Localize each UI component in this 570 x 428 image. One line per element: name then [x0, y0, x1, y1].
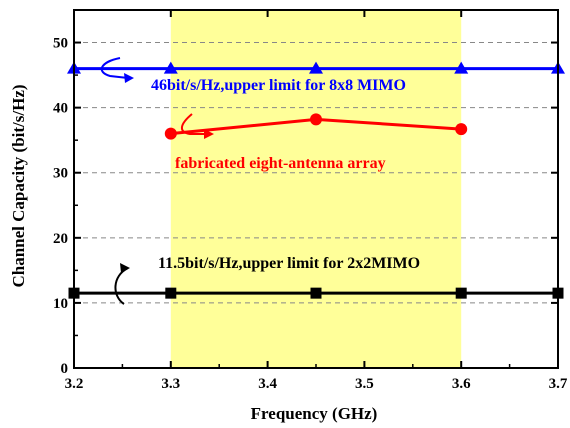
- x-tick-label: 3.5: [355, 376, 374, 392]
- data-point: [309, 61, 323, 74]
- red-arrowhead: [204, 129, 214, 139]
- x-tick-label: 3.7: [549, 376, 568, 392]
- data-point: [455, 123, 468, 136]
- y-tick-label: 10: [53, 296, 68, 312]
- annotation-array: fabricated eight-antenna array: [175, 155, 386, 172]
- data-point: [163, 61, 178, 74]
- data-point: [310, 287, 322, 299]
- annotation-2x2: 11.5bit/s/Hz,upper limit for 2x2MIMO: [158, 255, 420, 272]
- x-tick-label: 3.3: [161, 376, 180, 392]
- data-point: [454, 61, 469, 74]
- x-tick-label: 3.4: [258, 376, 277, 392]
- black-arrow: [114, 267, 129, 305]
- x-axis-ticks: 3.2 3.3 3.4 3.5 3.6 3.7: [65, 10, 568, 392]
- y-tick-label: 50: [53, 36, 68, 52]
- y-tick-label: 0: [61, 361, 69, 377]
- data-point: [455, 287, 467, 299]
- y-tick-label: 30: [53, 166, 68, 182]
- x-axis-title: Frequency (GHz): [251, 404, 378, 423]
- y-axis-ticks: 0 10 20 30 40 50: [53, 36, 558, 377]
- annotation-arrows: [100, 57, 214, 305]
- y-axis-title: Channel Capacity (bit/s/Hz): [9, 84, 28, 287]
- annotation-8x8: 46bit/s/Hz,upper limit for 8x8 MIMO: [151, 77, 406, 94]
- black-arrowhead: [120, 263, 130, 273]
- x-tick-label: 3.2: [65, 376, 84, 392]
- y-tick-label: 20: [53, 231, 68, 247]
- blue-arrow: [100, 57, 129, 79]
- red-arrow: [181, 113, 208, 135]
- data-point: [164, 127, 177, 140]
- x-tick-label: 3.6: [452, 376, 471, 392]
- y-tick-label: 40: [53, 101, 68, 117]
- data-point: [165, 287, 177, 299]
- blue-arrowhead: [124, 73, 134, 83]
- data-point: [310, 113, 322, 126]
